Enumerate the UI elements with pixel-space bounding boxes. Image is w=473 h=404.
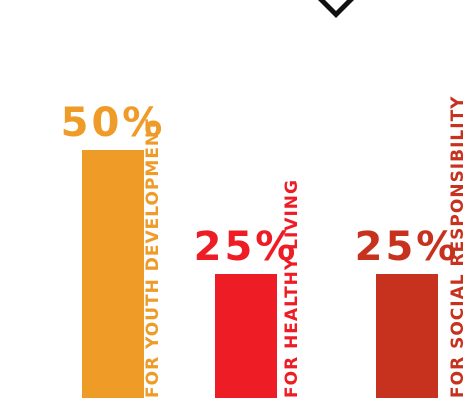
bar-3 [376,274,438,398]
value-label-1: 50% [61,100,166,146]
ymca-logo-partial-icon [318,0,354,18]
category-label-3: FOR SOCIAL RESPONSIBILITY [448,96,468,398]
value-label-3: 25% [355,224,460,270]
bar-1 [82,150,144,398]
category-label-2: FOR HEALTHY LIVING [282,179,302,398]
bar-2 [215,274,277,398]
value-label-2: 25% [194,224,299,270]
category-label-1: FOR YOUTH DEVELOPMENT [143,118,163,398]
